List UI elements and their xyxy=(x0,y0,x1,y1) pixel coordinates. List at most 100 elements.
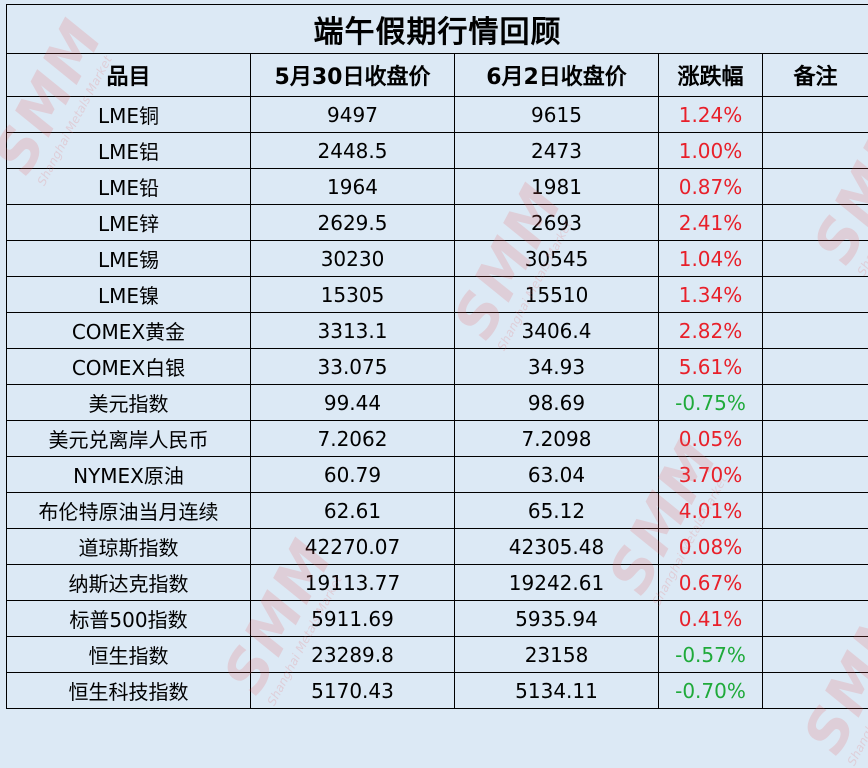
cell-close-0530: 5170.43 xyxy=(251,673,455,709)
cell-note xyxy=(763,673,868,709)
cell-item: COMEX白银 xyxy=(7,349,251,385)
cell-item: LME锌 xyxy=(7,205,251,241)
cell-note xyxy=(763,313,868,349)
cell-note xyxy=(763,421,868,457)
cell-change: 0.67% xyxy=(659,565,763,601)
column-header-change: 涨跌幅 xyxy=(659,54,763,97)
cell-close-0530: 3313.1 xyxy=(251,313,455,349)
cell-close-0530: 30230 xyxy=(251,241,455,277)
cell-close-0530: 1964 xyxy=(251,169,455,205)
cell-close-0602: 15510 xyxy=(455,277,659,313)
cell-note xyxy=(763,529,868,565)
cell-item: 恒生指数 xyxy=(7,637,251,673)
cell-note xyxy=(763,169,868,205)
cell-item: COMEX黄金 xyxy=(7,313,251,349)
cell-item: LME镍 xyxy=(7,277,251,313)
cell-close-0602: 98.69 xyxy=(455,385,659,421)
cell-item: LME铜 xyxy=(7,97,251,133)
column-header-close-0602: 6月2日收盘价 xyxy=(455,54,659,97)
cell-change: 0.08% xyxy=(659,529,763,565)
cell-change: 2.41% xyxy=(659,205,763,241)
cell-close-0602: 19242.61 xyxy=(455,565,659,601)
cell-change: 4.01% xyxy=(659,493,763,529)
cell-note xyxy=(763,349,868,385)
cell-close-0530: 15305 xyxy=(251,277,455,313)
cell-note xyxy=(763,277,868,313)
market-review-table: 端午假期行情回顾 品目 5月30日收盘价 6月2日收盘价 涨跌幅 备注 LME铜… xyxy=(6,4,868,709)
cell-change: 5.61% xyxy=(659,349,763,385)
cell-note xyxy=(763,565,868,601)
cell-item: 纳斯达克指数 xyxy=(7,565,251,601)
cell-change: -0.75% xyxy=(659,385,763,421)
cell-note xyxy=(763,133,868,169)
cell-item: 美元兑离岸人民币 xyxy=(7,421,251,457)
cell-item: 标普500指数 xyxy=(7,601,251,637)
cell-close-0602: 2693 xyxy=(455,205,659,241)
page: 端午假期行情回顾 品目 5月30日收盘价 6月2日收盘价 涨跌幅 备注 LME铜… xyxy=(0,0,868,714)
cell-change: -0.70% xyxy=(659,673,763,709)
cell-close-0602: 5935.94 xyxy=(455,601,659,637)
cell-close-0602: 5134.11 xyxy=(455,673,659,709)
cell-note xyxy=(763,601,868,637)
cell-close-0602: 63.04 xyxy=(455,457,659,493)
cell-item: 道琼斯指数 xyxy=(7,529,251,565)
title-row: 端午假期行情回顾 xyxy=(7,5,868,54)
cell-item: LME锡 xyxy=(7,241,251,277)
cell-note xyxy=(763,385,868,421)
cell-note xyxy=(763,97,868,133)
cell-close-0530: 2448.5 xyxy=(251,133,455,169)
cell-close-0530: 19113.77 xyxy=(251,565,455,601)
cell-change: 0.87% xyxy=(659,169,763,205)
column-header-item: 品目 xyxy=(7,54,251,97)
cell-close-0602: 9615 xyxy=(455,97,659,133)
cell-item: NYMEX原油 xyxy=(7,457,251,493)
table-title: 端午假期行情回顾 xyxy=(7,5,868,54)
cell-change: 1.04% xyxy=(659,241,763,277)
cell-close-0602: 2473 xyxy=(455,133,659,169)
cell-change: 0.05% xyxy=(659,421,763,457)
header-row: 品目 5月30日收盘价 6月2日收盘价 涨跌幅 备注 xyxy=(7,54,868,97)
column-header-note: 备注 xyxy=(763,54,868,97)
cell-close-0530: 9497 xyxy=(251,97,455,133)
cell-note xyxy=(763,205,868,241)
cell-close-0530: 2629.5 xyxy=(251,205,455,241)
cell-close-0530: 62.61 xyxy=(251,493,455,529)
cell-close-0602: 30545 xyxy=(455,241,659,277)
cell-item: 美元指数 xyxy=(7,385,251,421)
cell-close-0530: 60.79 xyxy=(251,457,455,493)
cell-change: 0.41% xyxy=(659,601,763,637)
cell-note xyxy=(763,241,868,277)
cell-close-0530: 99.44 xyxy=(251,385,455,421)
cell-note xyxy=(763,457,868,493)
cell-close-0602: 3406.4 xyxy=(455,313,659,349)
cell-item: 恒生科技指数 xyxy=(7,673,251,709)
cell-change: 1.00% xyxy=(659,133,763,169)
cell-close-0530: 42270.07 xyxy=(251,529,455,565)
cell-change: 1.24% xyxy=(659,97,763,133)
cell-close-0602: 23158 xyxy=(455,637,659,673)
cell-close-0530: 33.075 xyxy=(251,349,455,385)
cell-close-0602: 42305.48 xyxy=(455,529,659,565)
cell-close-0530: 7.2062 xyxy=(251,421,455,457)
cell-change: 1.34% xyxy=(659,277,763,313)
cell-change: 3.70% xyxy=(659,457,763,493)
cell-close-0602: 34.93 xyxy=(455,349,659,385)
cell-close-0530: 5911.69 xyxy=(251,601,455,637)
cell-note xyxy=(763,637,868,673)
